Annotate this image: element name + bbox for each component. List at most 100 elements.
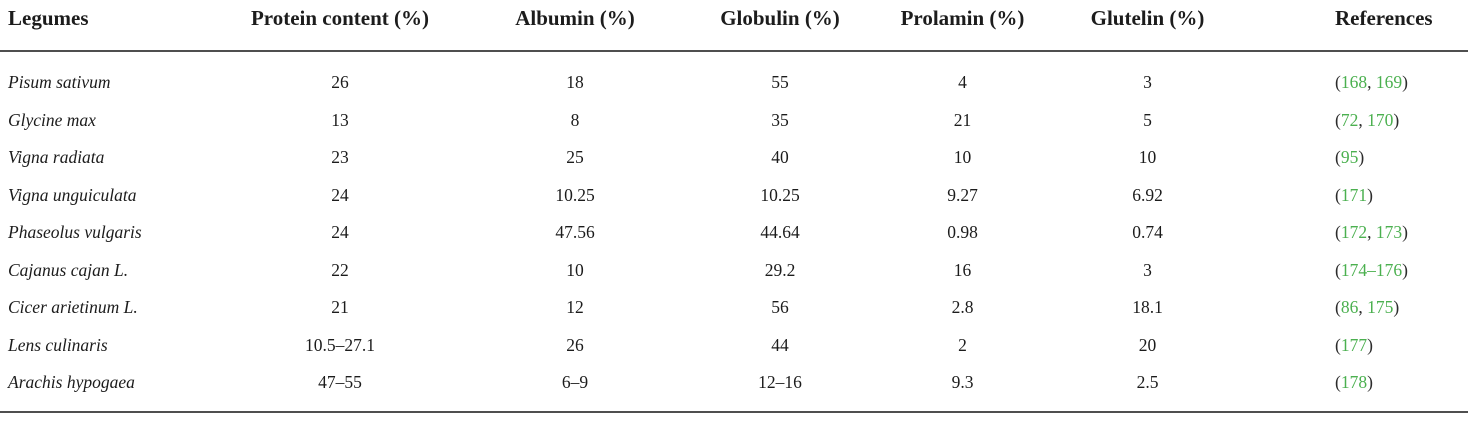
reference-open-paren: ( — [1335, 222, 1341, 243]
reference-link[interactable]: 174–176 — [1340, 259, 1403, 280]
prolamin-value: 4 — [958, 72, 967, 93]
table-row-vigna-unguiculata: Vigna unguiculata 24 10.25 10.25 9.27 6.92 (17… — [0, 177, 1468, 215]
column-header-legumes: Legumes — [0, 0, 220, 52]
globulin-value: 40 — [771, 147, 789, 168]
prolamin-value: 2.8 — [951, 297, 974, 318]
references-cell: (174–176) — [1240, 252, 1468, 290]
reference-link[interactable]: 173 — [1375, 222, 1403, 243]
protein-content-value: 26 — [331, 72, 349, 93]
column-header-protein-content: Protein content (%) — [220, 0, 460, 52]
reference-link[interactable]: 172 — [1340, 222, 1368, 243]
prolamin-value: 21 — [953, 109, 972, 130]
references-cell: (72, 170) — [1240, 102, 1468, 140]
reference-open-paren: ( — [1335, 372, 1341, 393]
legume-name: Vigna radiata — [8, 147, 105, 168]
legume-name: Lens culinaris — [8, 334, 108, 355]
reference-close-paren: ) — [1367, 184, 1373, 205]
reference-close-paren: ) — [1393, 109, 1400, 130]
glutelin-value: 10 — [1138, 147, 1157, 168]
glutelin-value: 3 — [1143, 259, 1152, 280]
glutelin-value: 18.1 — [1132, 297, 1163, 318]
reference-link[interactable]: 86 — [1340, 297, 1359, 318]
glutelin-value: 20 — [1138, 334, 1157, 355]
reference-open-paren: ( — [1335, 147, 1341, 168]
reference-link[interactable]: 72 — [1340, 109, 1359, 130]
reference-close-paren: ) — [1367, 334, 1373, 355]
references-cell: (171) — [1240, 177, 1468, 215]
reference-close-paren: ) — [1402, 72, 1408, 93]
glutelin-value: 2.5 — [1136, 372, 1159, 393]
reference-link[interactable]: 177 — [1340, 334, 1368, 355]
reference-separator: , — [1358, 297, 1368, 318]
albumin-value: 25 — [566, 147, 584, 168]
protein-content-value: 13 — [331, 109, 349, 130]
albumin-value: 12 — [566, 297, 584, 318]
legume-name: Glycine max — [8, 109, 96, 130]
reference-link[interactable]: 169 — [1375, 72, 1403, 93]
column-header-albumin: Albumin (%) — [460, 0, 690, 52]
protein-content-value: 24 — [331, 184, 349, 205]
globulin-value: 35 — [771, 109, 789, 130]
reference-separator: , — [1367, 222, 1376, 243]
albumin-value: 47.56 — [555, 222, 595, 243]
column-header-glutelin: Glutelin (%) — [1055, 0, 1240, 52]
protein-content-value: 22 — [331, 259, 349, 280]
prolamin-value: 16 — [953, 259, 972, 280]
legume-name: Cicer arietinum L. — [8, 297, 138, 318]
references-cell: (95) — [1240, 139, 1468, 177]
reference-open-paren: ( — [1335, 109, 1341, 130]
reference-open-paren: ( — [1335, 72, 1341, 93]
albumin-value: 10.25 — [555, 184, 595, 205]
table-row-phaseolus-vulgaris: Phaseolus vulgaris 24 47.56 44.64 0.98 0.74 (1… — [0, 214, 1468, 252]
legume-name: Cajanus cajan L. — [8, 259, 129, 280]
reference-separator: , — [1358, 109, 1368, 130]
prolamin-value: 9.3 — [951, 372, 974, 393]
table-row-vigna-radiata: Vigna radiata 23 25 40 10 10 (95) — [0, 139, 1468, 177]
protein-content-value: 24 — [331, 222, 349, 243]
legume-name: Arachis hypogaea — [8, 372, 135, 393]
column-header-globulin: Globulin (%) — [690, 0, 870, 52]
reference-close-paren: ) — [1402, 222, 1408, 243]
albumin-value: 26 — [566, 334, 584, 355]
globulin-value: 56 — [771, 297, 789, 318]
table-row-arachis-hypogaea: Arachis hypogaea 47–55 6–9 12–16 9.3 2.5 (178) — [0, 364, 1468, 402]
globulin-value: 44 — [771, 334, 789, 355]
legume-name: Vigna unguiculata — [8, 184, 137, 205]
protein-content-value: 47–55 — [318, 372, 362, 393]
albumin-value: 6–9 — [561, 372, 589, 393]
protein-content-value: 23 — [331, 147, 349, 168]
reference-link[interactable]: 171 — [1340, 184, 1368, 205]
prolamin-value: 10 — [953, 147, 972, 168]
albumin-value: 18 — [566, 72, 584, 93]
legume-protein-fractions-table: Legumes Protein content (%) Albumin (%) Glo… — [0, 0, 1468, 402]
prolamin-value: 2 — [958, 334, 967, 355]
reference-link[interactable]: 95 — [1340, 147, 1359, 168]
column-header-references: References — [1240, 0, 1468, 52]
reference-open-paren: ( — [1335, 334, 1341, 355]
globulin-value: 10.25 — [760, 184, 800, 205]
table-row-pisum-sativum: Pisum sativum 26 18 55 4 3 (168, 169) — [0, 51, 1468, 102]
reference-close-paren: ) — [1358, 147, 1365, 168]
references-cell: (177) — [1240, 327, 1468, 365]
table-row-cicer-arietinum-l: Cicer arietinum L. 21 12 56 2.8 18.1 (86, 175) — [0, 289, 1468, 327]
glutelin-value: 6.92 — [1132, 184, 1163, 205]
reference-open-paren: ( — [1335, 184, 1341, 205]
references-cell: (178) — [1240, 364, 1468, 402]
reference-link[interactable]: 178 — [1340, 372, 1368, 393]
reference-link[interactable]: 170 — [1367, 109, 1394, 130]
globulin-value: 29.2 — [764, 259, 796, 280]
table-row-lens-culinaris: Lens culinaris 10.5–27.1 26 44 2 20 (177) — [0, 327, 1468, 365]
glutelin-value: 0.74 — [1132, 222, 1163, 243]
glutelin-value: 3 — [1143, 72, 1152, 93]
reference-link[interactable]: 168 — [1340, 72, 1368, 93]
albumin-value: 8 — [570, 109, 580, 130]
reference-open-paren: ( — [1335, 297, 1341, 318]
reference-close-paren: ) — [1367, 372, 1373, 393]
table-row-glycine-max: Glycine max 13 8 35 21 5 (72, 170) — [0, 102, 1468, 140]
legume-protein-table-wrap: Legumes Protein content (%) Albumin (%) Glo… — [0, 0, 1468, 413]
column-header-prolamin: Prolamin (%) — [870, 0, 1055, 52]
protein-content-value: 10.5–27.1 — [305, 334, 375, 355]
table-row-cajanus-cajan-l: Cajanus cajan L. 22 10 29.2 16 3 (174–176) — [0, 252, 1468, 290]
reference-link[interactable]: 175 — [1367, 297, 1394, 318]
